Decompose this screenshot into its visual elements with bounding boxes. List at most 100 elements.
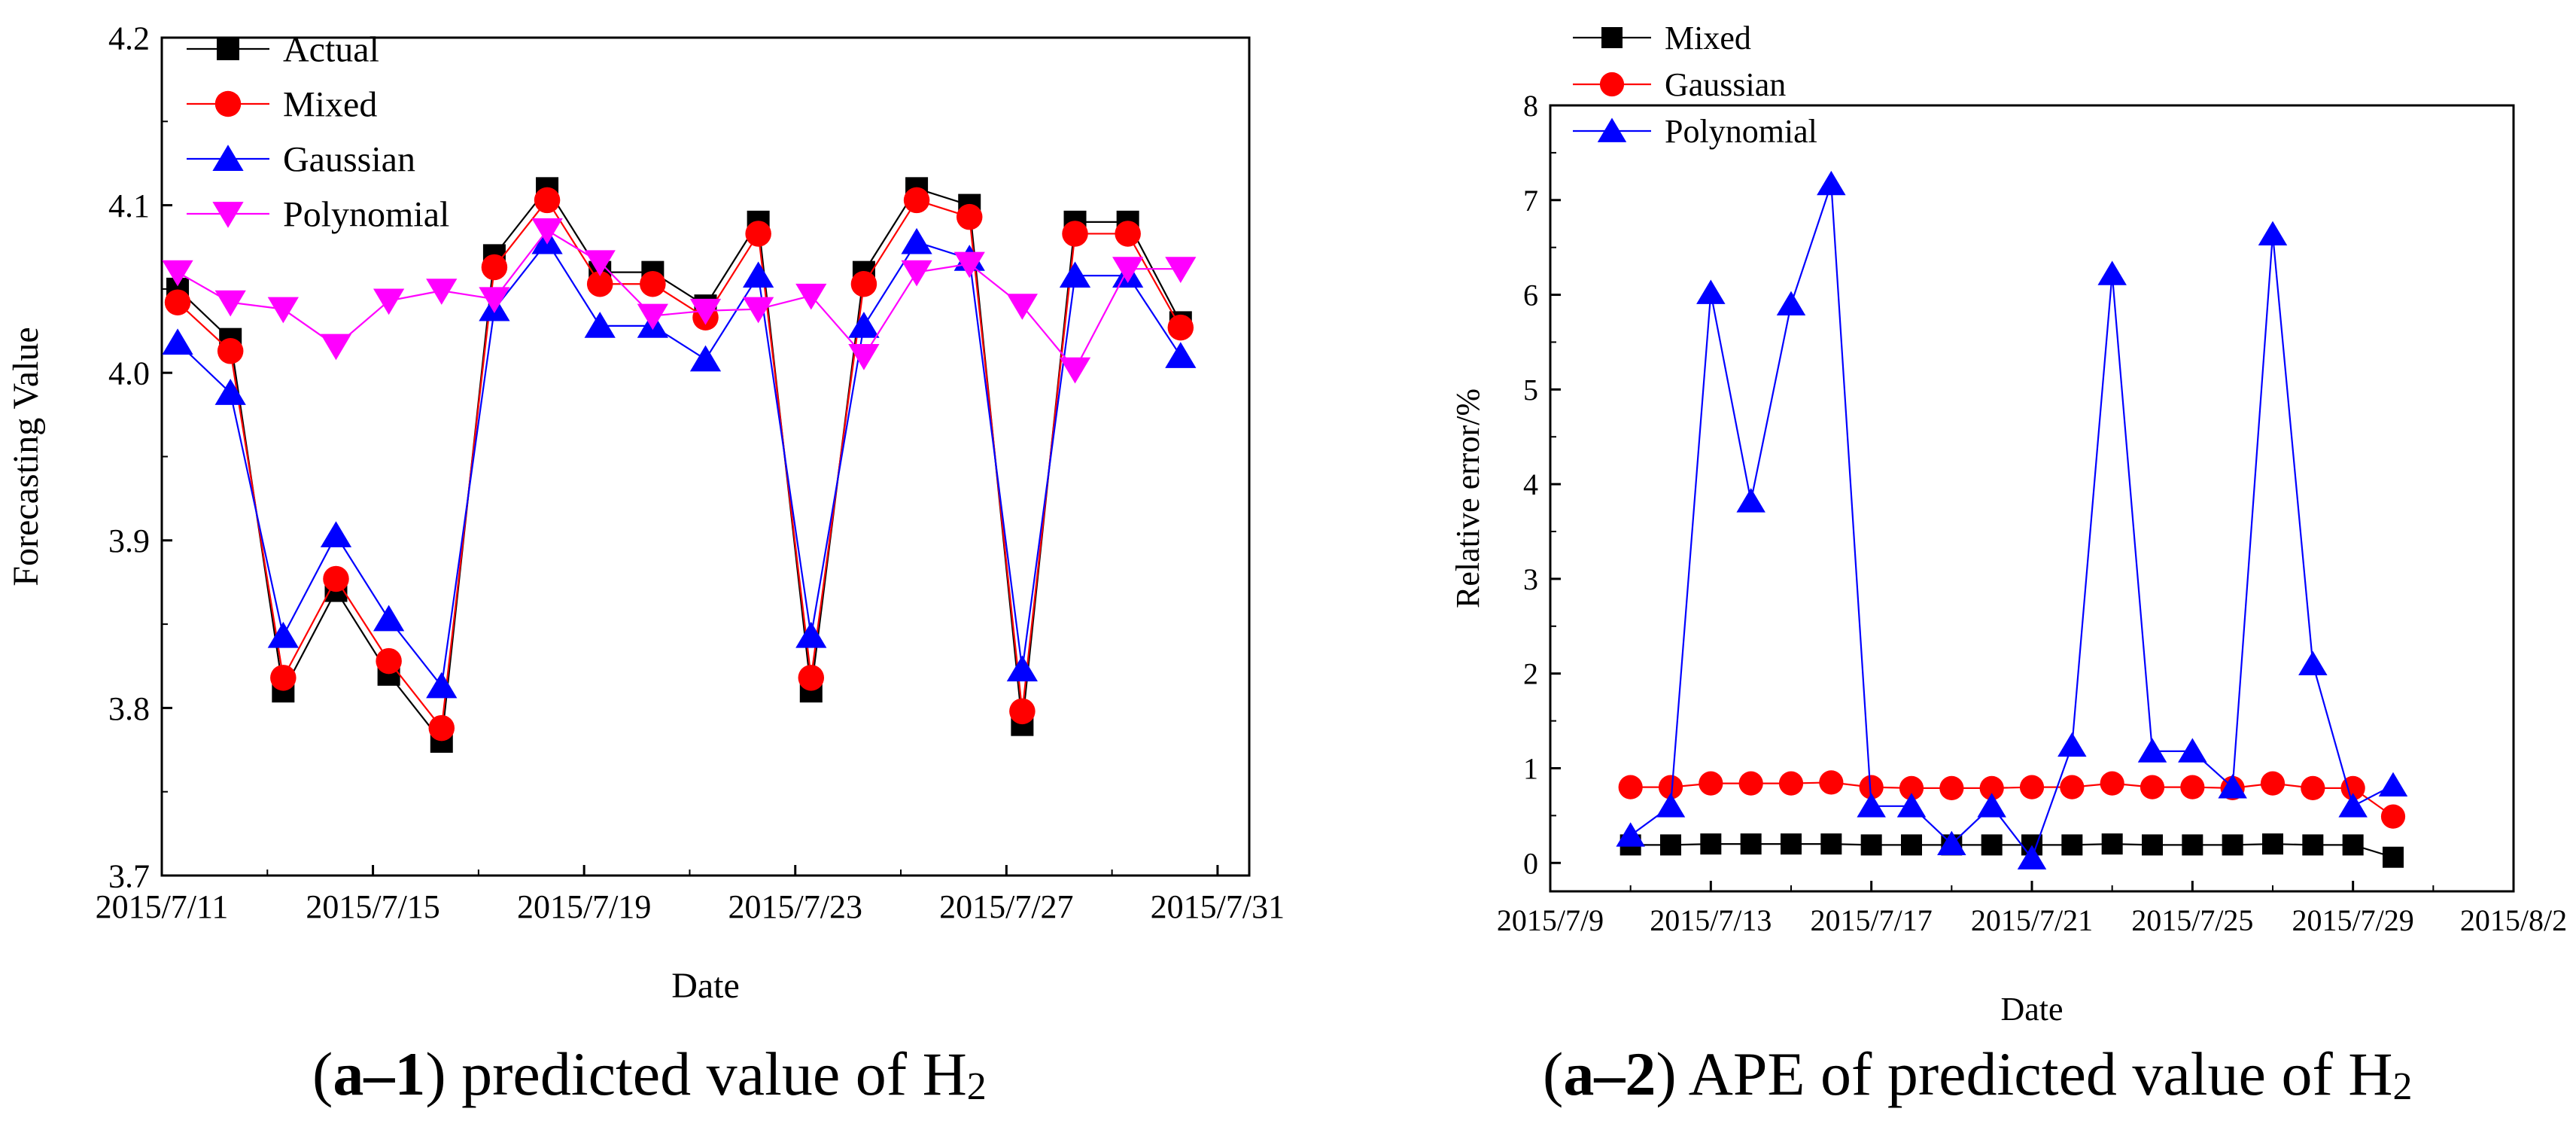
data-point: [1006, 655, 1038, 682]
y-tick-label: 4.1: [108, 187, 150, 224]
data-point: [2218, 774, 2247, 799]
data-point: [1660, 834, 1681, 856]
data-point: [2380, 804, 2406, 829]
data-point: [2057, 732, 2087, 757]
data-point: [1059, 357, 1091, 384]
legend-item-polynomial: Polynomial: [187, 194, 449, 234]
data-point: [1165, 257, 1197, 283]
x-tick-label: 2015/7/15: [306, 888, 439, 925]
legend-label: Mixed: [1665, 20, 1751, 56]
data-point: [584, 250, 616, 277]
data-point: [2182, 834, 2203, 856]
data-point: [745, 221, 771, 247]
data-point: [2178, 738, 2207, 763]
series-line: [177, 187, 1182, 744]
data-point: [1700, 833, 1722, 855]
legend-label: Actual: [283, 29, 379, 69]
data-point: [584, 312, 616, 338]
legend-label: Mixed: [283, 84, 377, 124]
legend-item-gaussian: Gaussian: [187, 139, 415, 179]
data-point: [1896, 793, 1927, 818]
data-point: [267, 297, 299, 324]
y-tick-label: 6: [1523, 279, 1538, 312]
legend: Mixed Gaussian Polynomial: [1573, 20, 1817, 150]
data-point: [640, 270, 666, 297]
data-point: [798, 665, 825, 691]
data-point: [2180, 775, 2205, 799]
y-tick-label: 3: [1523, 562, 1538, 596]
legend-marker: [212, 202, 244, 228]
data-point: [376, 647, 402, 675]
chart-a1: 3.7 3.8 3.9 4.0 4.1 4.2 2015/7/11 2015/7/15 2015…: [6, 20, 1285, 1006]
data-point: [2260, 771, 2286, 796]
x-tick-label: 2015/7/9: [1497, 903, 1604, 937]
data-point: [2298, 650, 2328, 675]
y-tick-label: 4.0: [108, 355, 150, 392]
data-point: [1857, 793, 1886, 818]
data-point: [320, 333, 352, 361]
series-line: [177, 240, 1182, 689]
data-point: [2097, 260, 2127, 285]
data-point: [848, 344, 880, 370]
data-point: [1167, 314, 1194, 341]
legend-item-mixed: Mixed: [1573, 20, 1751, 56]
data-point: [2061, 834, 2083, 856]
x-tick-label: 2015/7/21: [1971, 903, 2093, 937]
x-tick-label: 2015/7/17: [1811, 903, 1933, 937]
x-tick-label: 2015/7/31: [1151, 888, 1285, 925]
data-point: [267, 621, 299, 648]
data-point: [1618, 775, 1643, 799]
data-point: [1112, 257, 1144, 283]
data-point: [323, 565, 349, 592]
data-point: [1820, 833, 1842, 855]
data-point: [743, 261, 774, 288]
data-point: [795, 621, 827, 648]
data-point: [2222, 834, 2243, 856]
data-point: [901, 227, 932, 254]
data-point: [2342, 834, 2364, 856]
data-point: [217, 338, 244, 364]
y-tick-label: 7: [1523, 184, 1538, 218]
y-tick-label: 3.9: [108, 522, 150, 559]
data-point: [2101, 833, 2123, 855]
data-point: [214, 379, 246, 405]
legend-label: Polynomial: [283, 194, 449, 234]
y-tick-label: 2: [1523, 657, 1538, 691]
series-gaussian: [1618, 770, 2406, 829]
y-tick-label: 4: [1523, 467, 1538, 501]
data-point: [2017, 845, 2047, 870]
data-point: [428, 714, 455, 742]
data-point: [795, 283, 827, 310]
data-point: [373, 605, 405, 632]
x-axis-label: Date: [671, 966, 740, 1006]
legend-label: Polynomial: [1665, 113, 1817, 150]
legend-label: Gaussian: [1665, 66, 1786, 103]
data-point: [214, 290, 246, 317]
data-point: [426, 672, 458, 699]
data-point: [2383, 846, 2404, 868]
y-tick-label: 8: [1523, 89, 1538, 123]
legend-item-actual: Actual: [187, 29, 379, 69]
legend-marker: [217, 38, 239, 60]
x-tick-label: 2015/7/23: [728, 888, 862, 925]
legend-label: Gaussian: [283, 139, 415, 179]
chart-a2: 0 1 2 3 4 5 6 7 8 2015/7/9 2015/7/13 2015/7/17 2015/…: [1449, 20, 2567, 1028]
data-point: [1939, 775, 1964, 800]
x-tick-label: 2015/7/11: [96, 888, 229, 925]
data-point: [1616, 822, 1645, 847]
data-point: [534, 187, 561, 214]
data-point: [426, 279, 458, 305]
data-point: [479, 287, 510, 314]
series-polynomial: [1616, 170, 2408, 870]
data-point: [2301, 775, 2325, 800]
legend: Actual Mixed Gaussian Polynomial: [187, 29, 449, 234]
data-point: [1860, 834, 1882, 856]
data-point: [2137, 738, 2167, 763]
x-tick-label: 2015/7/25: [2131, 903, 2253, 937]
data-point: [1859, 775, 1884, 799]
data-point: [320, 521, 352, 548]
data-point: [270, 665, 297, 691]
legend-item-mixed: Mixed: [187, 84, 377, 124]
data-point: [1981, 834, 2003, 856]
series-actual: [166, 177, 1192, 753]
